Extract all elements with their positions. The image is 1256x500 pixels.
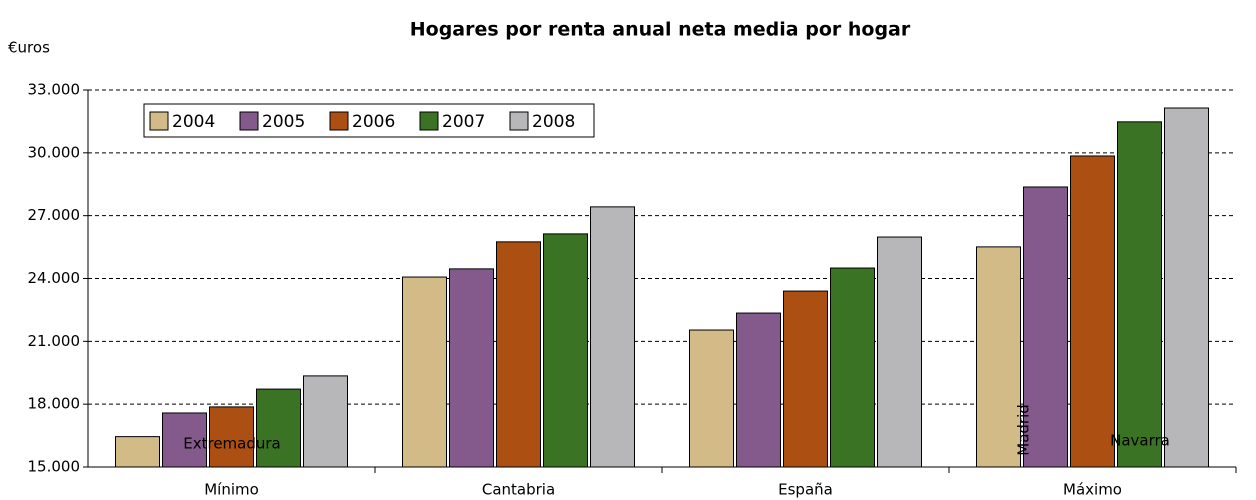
y-tick-label: 15.000 — [28, 458, 81, 476]
y-tick-label: 24.000 — [28, 269, 81, 287]
annotation: Madrid — [1015, 404, 1033, 456]
bar — [496, 241, 541, 468]
legend-label: 2008 — [532, 112, 575, 132]
bar — [976, 246, 1021, 468]
bar — [783, 290, 828, 468]
bar — [736, 312, 781, 468]
bar — [115, 436, 160, 468]
y-tick-label: 27.000 — [28, 206, 81, 224]
bar — [162, 412, 207, 468]
bar — [543, 233, 588, 468]
legend-swatch — [149, 111, 169, 131]
legend-swatch — [329, 111, 349, 131]
legend-label: 2006 — [352, 112, 395, 132]
bar — [877, 236, 922, 468]
bar — [590, 206, 635, 468]
legend-label: 2005 — [262, 112, 305, 132]
legend-swatch — [509, 111, 529, 131]
y-tick-label: 18.000 — [28, 395, 81, 413]
y-tick-label: 33.000 — [28, 81, 81, 99]
legend-label: 2007 — [442, 112, 485, 132]
legend-swatch — [239, 111, 259, 131]
y-axis-label: €uros — [8, 39, 50, 57]
y-tick-label: 21.000 — [28, 332, 81, 350]
bar — [449, 268, 494, 468]
x-tick-label: Cantabria — [482, 481, 555, 499]
y-tick-label: 30.000 — [28, 143, 81, 161]
bar — [209, 406, 254, 468]
bar — [1023, 186, 1068, 468]
x-tick-label: Máximo — [1063, 481, 1122, 499]
x-tick-label: España — [778, 481, 833, 499]
bar — [689, 329, 734, 468]
bar — [1164, 107, 1209, 468]
bar — [1070, 155, 1115, 468]
annotation: Extremadura — [183, 435, 281, 453]
annotation: Navarra — [1110, 432, 1170, 450]
chart-title: Hogares por renta anual neta media por h… — [410, 19, 911, 41]
legend-swatch — [419, 111, 439, 131]
bar — [303, 375, 348, 468]
bar — [256, 388, 301, 468]
bar — [402, 276, 447, 468]
bar — [1117, 121, 1162, 468]
legend-label: 2004 — [172, 112, 215, 132]
bar — [830, 267, 875, 468]
x-tick-label: Mínimo — [204, 481, 259, 499]
